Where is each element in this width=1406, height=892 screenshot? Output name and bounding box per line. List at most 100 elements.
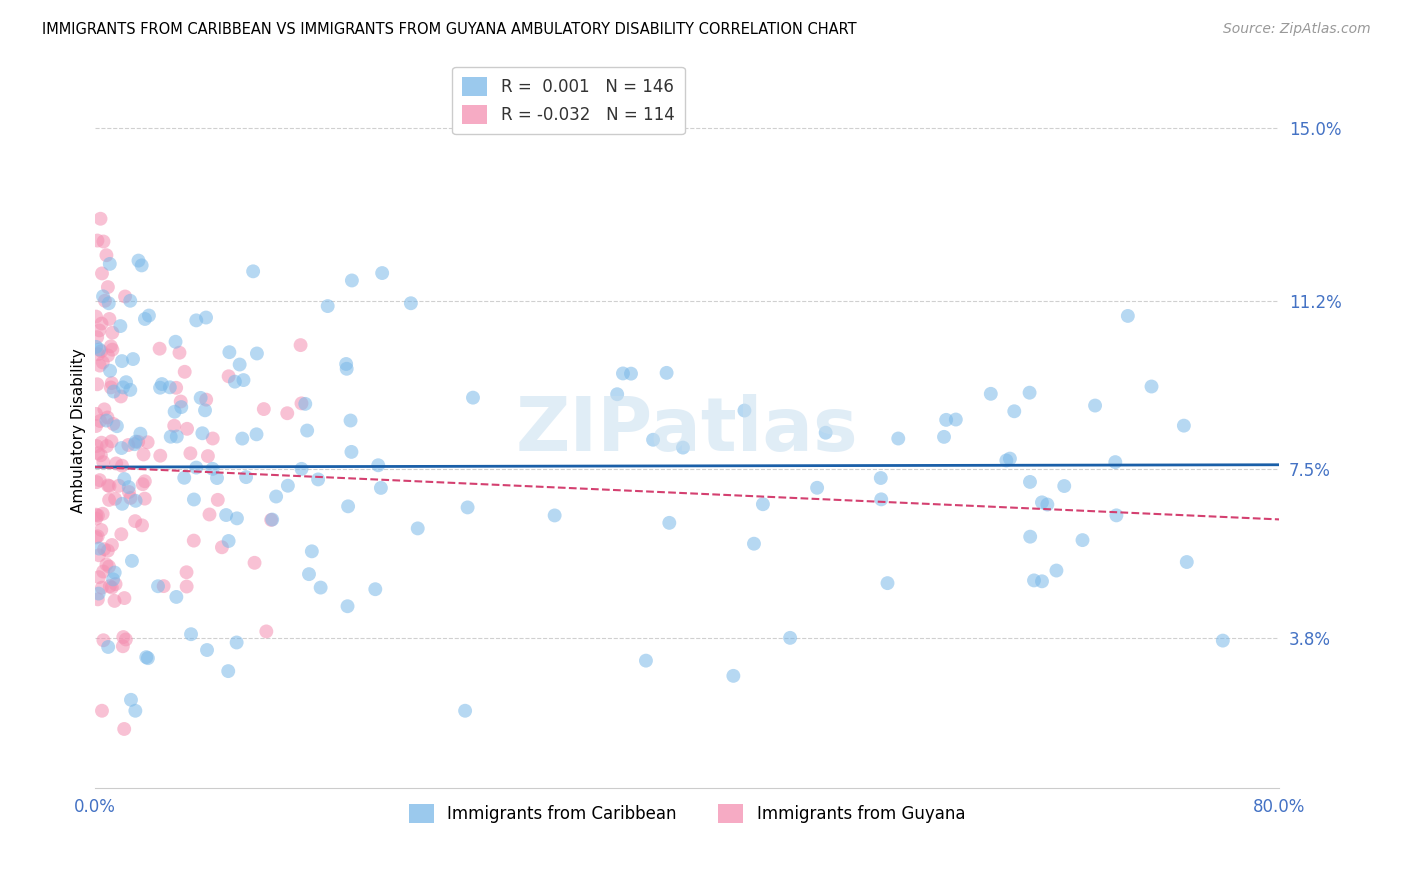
Immigrants from Caribbean [1022,574,1045,588]
Immigrants from Guyana [101,326,124,340]
Immigrants from Caribbean [217,664,239,678]
Immigrants from Caribbean [887,432,910,446]
Immigrants from Caribbean [246,346,269,360]
Immigrants from Caribbean [91,289,114,303]
Legend: Immigrants from Caribbean, Immigrants from Guyana: Immigrants from Caribbean, Immigrants fr… [402,797,972,830]
Immigrants from Caribbean [191,426,214,441]
Immigrants from Caribbean [232,373,254,387]
Immigrants from Guyana [91,455,114,469]
Immigrants from Guyana [84,419,107,434]
Immigrants from Caribbean [399,296,422,310]
Immigrants from Caribbean [205,471,228,485]
Immigrants from Guyana [176,580,198,594]
Immigrants from Caribbean [235,470,257,484]
Immigrants from Caribbean [371,266,394,280]
Y-axis label: Ambulatory Disability: Ambulatory Disability [72,348,86,513]
Immigrants from Caribbean [163,405,186,419]
Immigrants from Guyana [211,541,233,555]
Immigrants from Caribbean [945,412,967,426]
Immigrants from Guyana [100,376,122,391]
Immigrants from Caribbean [336,599,359,614]
Immigrants from Guyana [86,330,108,344]
Immigrants from Guyana [183,533,205,548]
Immigrants from Caribbean [165,590,187,604]
Immigrants from Caribbean [294,397,316,411]
Immigrants from Guyana [198,508,221,522]
Immigrants from Caribbean [218,345,240,359]
Immigrants from Caribbean [316,299,339,313]
Immigrants from Caribbean [1019,530,1042,544]
Immigrants from Guyana [104,577,127,591]
Immigrants from Guyana [276,406,298,420]
Text: Source: ZipAtlas.com: Source: ZipAtlas.com [1223,22,1371,37]
Immigrants from Caribbean [121,554,143,568]
Immigrants from Caribbean [195,643,218,657]
Immigrants from Caribbean [1173,418,1195,433]
Immigrants from Guyana [290,338,312,352]
Immigrants from Caribbean [806,481,828,495]
Immigrants from Guyana [195,392,218,407]
Immigrants from Guyana [98,559,121,574]
Immigrants from Guyana [94,293,117,308]
Immigrants from Guyana [101,581,124,595]
Immigrants from Guyana [91,355,114,369]
Immigrants from Caribbean [340,273,363,287]
Immigrants from Guyana [207,492,229,507]
Immigrants from Guyana [163,418,186,433]
Immigrants from Guyana [176,566,198,580]
Immigrants from Caribbean [634,654,657,668]
Immigrants from Guyana [86,439,108,453]
Immigrants from Caribbean [159,380,181,394]
Immigrants from Guyana [117,438,139,452]
Immigrants from Guyana [89,414,111,428]
Immigrants from Guyana [91,267,114,281]
Immigrants from Guyana [96,248,118,262]
Immigrants from Caribbean [134,312,156,326]
Immigrants from Guyana [87,549,110,563]
Immigrants from Guyana [89,211,111,226]
Immigrants from Caribbean [1105,508,1128,523]
Immigrants from Caribbean [105,419,128,434]
Immigrants from Caribbean [1018,385,1040,400]
Immigrants from Guyana [165,381,187,395]
Immigrants from Caribbean [998,451,1021,466]
Immigrants from Caribbean [779,631,801,645]
Immigrants from Caribbean [111,354,134,368]
Immigrants from Caribbean [298,567,321,582]
Immigrants from Caribbean [1002,404,1025,418]
Immigrants from Guyana [87,446,110,460]
Immigrants from Caribbean [149,381,172,395]
Immigrants from Caribbean [1140,379,1163,393]
Immigrants from Guyana [149,342,172,356]
Immigrants from Caribbean [103,384,125,399]
Immigrants from Guyana [87,592,110,607]
Immigrants from Caribbean [242,264,264,278]
Immigrants from Guyana [115,632,138,647]
Immigrants from Caribbean [290,462,312,476]
Immigrants from Caribbean [124,493,146,508]
Immigrants from Caribbean [641,433,664,447]
Immigrants from Caribbean [195,310,218,325]
Immigrants from Guyana [149,449,172,463]
Immigrants from Caribbean [932,430,955,444]
Immigrants from Guyana [84,310,107,324]
Immigrants from Guyana [110,527,132,541]
Immigrants from Caribbean [170,400,193,414]
Immigrants from Guyana [260,513,283,527]
Immigrants from Guyana [108,479,131,493]
Immigrants from Caribbean [723,669,745,683]
Immigrants from Caribbean [262,512,284,526]
Immigrants from Guyana [100,434,122,449]
Immigrants from Guyana [97,543,120,558]
Immigrants from Caribbean [159,430,181,444]
Immigrants from Caribbean [183,492,205,507]
Immigrants from Caribbean [339,413,361,427]
Immigrants from Caribbean [124,437,146,451]
Immigrants from Guyana [93,402,115,417]
Immigrants from Caribbean [1212,633,1234,648]
Immigrants from Caribbean [752,497,775,511]
Immigrants from Caribbean [194,403,217,417]
Immigrants from Caribbean [606,387,628,401]
Immigrants from Caribbean [1084,399,1107,413]
Immigrants from Guyana [201,432,224,446]
